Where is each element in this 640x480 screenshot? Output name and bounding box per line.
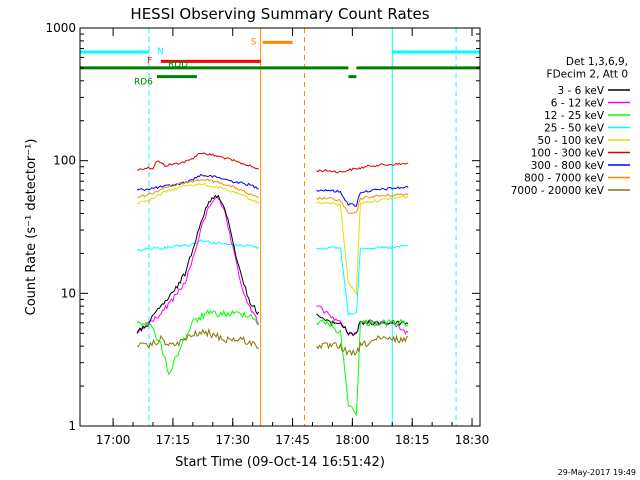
x-tick-label-18-15: 18:15 xyxy=(395,433,430,447)
y-tick-label-100: 100 xyxy=(53,154,76,168)
x-tick-label-18-00: 18:00 xyxy=(335,433,370,447)
series-line-100-300-kev-0 xyxy=(137,152,259,171)
plot-frame xyxy=(79,27,481,427)
legend-header-1: FDecim 2, Att 0 xyxy=(547,69,628,81)
series-line-300-800-kev-0 xyxy=(136,173,259,191)
legend-label-25-50-kev: 25 - 50 keV xyxy=(544,123,605,135)
chart-title: HESSI Observing Summary Count Rates xyxy=(130,5,429,23)
legend-label-6-12-kev: 6 - 12 keV xyxy=(551,98,605,110)
footer-date: 29-May-2017 19:49 xyxy=(558,468,636,477)
series-line-6-12-kev-1 xyxy=(316,305,409,337)
y-tick-label-1: 1 xyxy=(68,419,76,433)
legend-label-800-7000-kev: 800 - 7000 keV xyxy=(524,173,605,185)
y-tick-label-1000: 1000 xyxy=(45,21,76,35)
x-tick-label-18-30: 18:30 xyxy=(455,433,490,447)
x-axis-label: Start Time (09-Oct-14 16:51:42) xyxy=(175,455,385,470)
series-line-6-12-kev-0 xyxy=(136,196,260,334)
legend-label-12-25-kev: 12 - 25 keV xyxy=(544,110,605,122)
series-line-12-25-kev-0 xyxy=(136,309,260,376)
y-axis-ticks: 1 10 100 1000 xyxy=(45,21,480,433)
flag-bars: N S F RDD RD6 xyxy=(80,37,480,88)
legend-label-300-800-kev: 300 - 800 keV xyxy=(531,160,605,172)
legend-label-7000-20000-kev: 7000 - 20000 keV xyxy=(511,185,605,197)
vertical-markers xyxy=(79,28,457,426)
series-line-7000-20000-kev-1 xyxy=(316,334,409,357)
legend-header-0: Det 1,3,6,9, xyxy=(566,56,628,68)
x-tick-label-17-15: 17:15 xyxy=(156,433,191,447)
series-line-25-50-kev-1 xyxy=(316,244,409,317)
x-axis-ticks: 17:00 17:15 17:30 17:45 18:00 18:15 18:30 xyxy=(96,28,490,447)
y-tick-label-10: 10 xyxy=(61,286,76,300)
series-line-50-100-kev-1 xyxy=(316,195,409,296)
series-lines xyxy=(136,152,409,417)
series-line-12-25-kev-1 xyxy=(316,318,409,417)
flag-label-rdd: RDD xyxy=(168,60,188,70)
series-line-300-800-kev-1 xyxy=(316,185,409,207)
y-axis-label: Count Rate (s⁻¹ detector⁻¹) xyxy=(24,139,39,316)
flag-label-s: S xyxy=(251,37,257,47)
series-line-800-7000-kev-0 xyxy=(136,178,259,199)
series-line-800-7000-kev-1 xyxy=(316,193,409,214)
x-tick-label-17-30: 17:30 xyxy=(215,433,250,447)
flag-label-f: F xyxy=(147,56,152,66)
x-tick-label-17-45: 17:45 xyxy=(275,433,310,447)
x-tick-label-17-00: 17:00 xyxy=(96,433,131,447)
series-line-7000-20000-kev-0 xyxy=(136,327,259,350)
flag-label-rd6: RD6 xyxy=(134,78,153,88)
series-line-100-300-kev-1 xyxy=(316,162,409,174)
legend-label-100-300-kev: 100 - 300 keV xyxy=(531,148,605,160)
flag-label-n: N xyxy=(157,47,164,57)
legend-label-50-100-kev: 50 - 100 keV xyxy=(537,135,604,147)
legend-label-3-6-kev: 3 - 6 keV xyxy=(557,85,604,97)
series-line-50-100-kev-0 xyxy=(136,182,259,205)
series-line-3-6-kev-0 xyxy=(136,194,260,334)
